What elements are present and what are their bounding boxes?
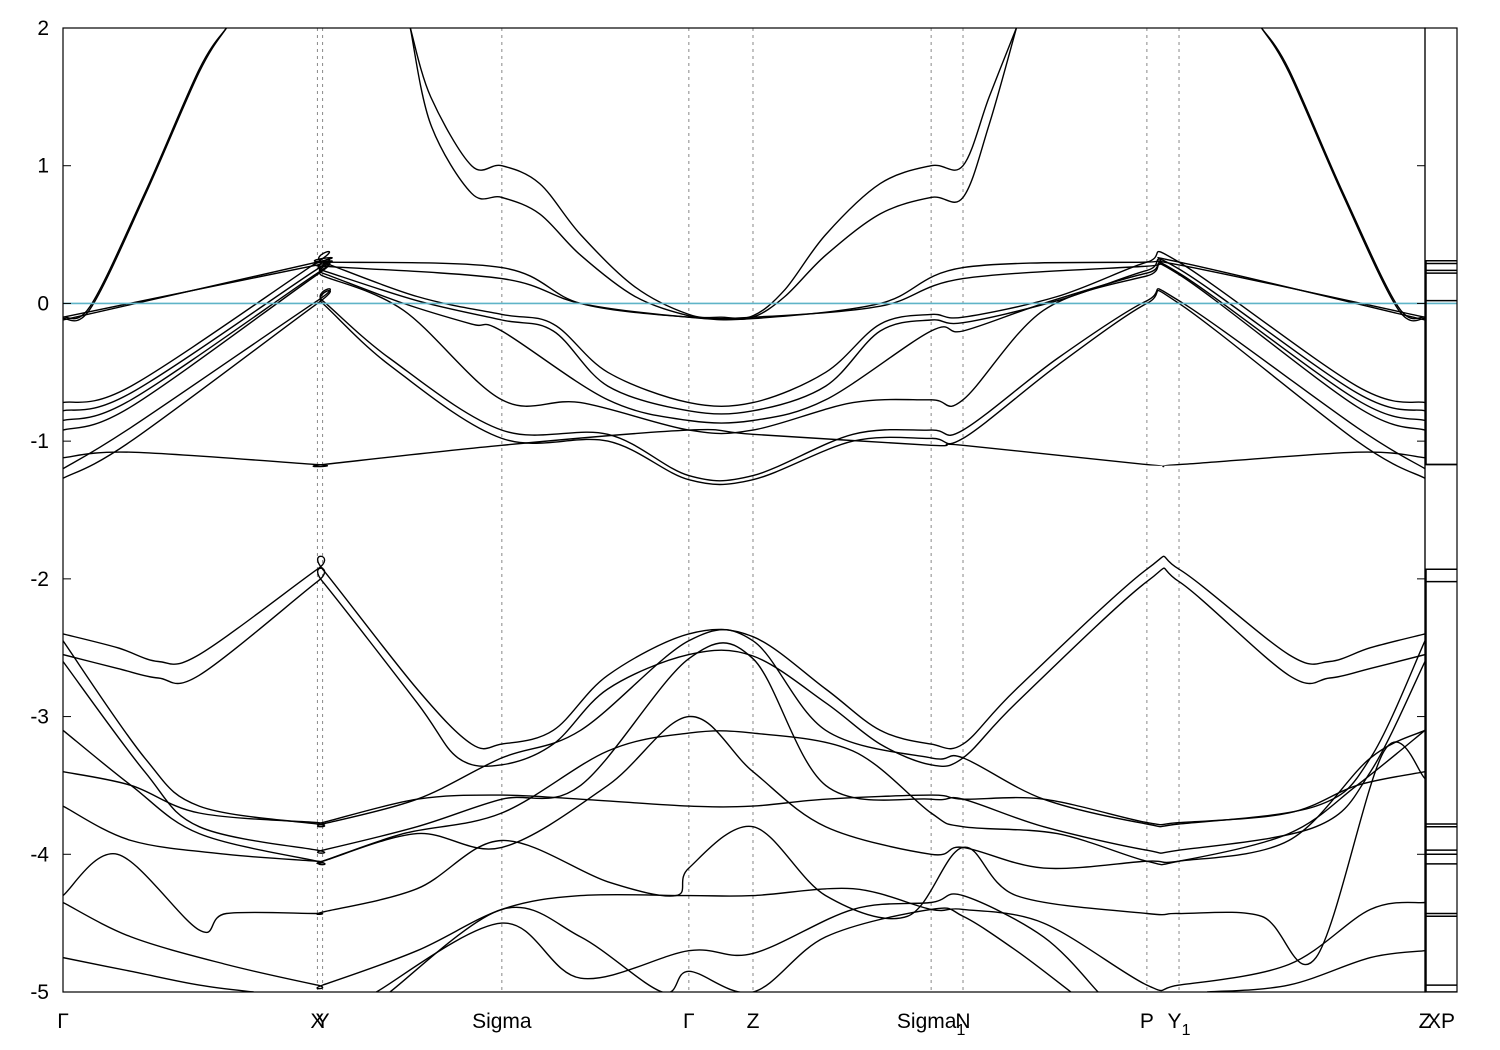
side-panel-label: XP: [1427, 1010, 1455, 1033]
side-panel-frame: [1424, 27, 1458, 993]
x-tick-label: Z: [747, 1010, 760, 1033]
x-tick-label: Γ: [57, 1010, 69, 1033]
x-tick-label: N: [955, 1010, 970, 1033]
y-tick-label: 1: [37, 155, 49, 178]
band-line-4: [1261, 28, 1425, 320]
band-line-2: [409, 28, 1018, 320]
band-line-20: [63, 771, 1425, 826]
band-line-5: [1261, 28, 1425, 322]
x-tick-label: Z: [1419, 1010, 1432, 1033]
plot-frame: [62, 27, 1426, 993]
x-tick-label: P: [1140, 1010, 1154, 1033]
band-line-26: [63, 956, 254, 992]
x-tick-subscript: 1: [1182, 1022, 1191, 1039]
side-dos-panel: [1425, 259, 1457, 992]
band-line-25: [389, 906, 1072, 992]
band-line-0: [63, 28, 227, 320]
x-tick-label: Γ: [683, 1010, 695, 1033]
band-line-11: [63, 263, 1425, 435]
band-line-24: [375, 893, 1099, 992]
y-tick-label: -3: [30, 706, 49, 729]
band-line-16: [63, 567, 1425, 768]
band-line-18: [63, 642, 1425, 854]
y-tick-label: 2: [37, 17, 49, 40]
band-line-8: [63, 250, 1425, 408]
band-line-22: [63, 741, 1425, 966]
y-tick-label: -4: [30, 843, 49, 866]
kpoint-gridlines: [316, 28, 1180, 992]
band-line-10: [63, 261, 1425, 424]
x-tick-label: Y1: [1168, 1010, 1191, 1039]
x-tick-subscript: 1: [956, 1022, 965, 1039]
band-line-13: [63, 289, 1425, 486]
y-axis-ticks: 2 1 0 -1 -2 -3 -4 -5: [30, 17, 1425, 1004]
y-tick-label: -1: [30, 430, 49, 453]
band-line-23: [63, 887, 1425, 992]
x-tick-label: X: [310, 1010, 324, 1033]
band-line-1: [63, 28, 227, 322]
band-line-21: [63, 715, 1425, 870]
band-line-12: [63, 288, 1425, 482]
x-tick-label: Y: [316, 1010, 330, 1033]
band-line-27: [1207, 950, 1425, 992]
band-line-9: [63, 258, 1425, 415]
x-tick-label: Sigma: [472, 1010, 532, 1033]
band-line-14: [63, 428, 1425, 468]
band-series-group: [63, 28, 1425, 992]
y-tick-label: -5: [30, 981, 49, 1004]
band-line-3: [409, 28, 1018, 321]
band-line-17: [63, 629, 1425, 828]
y-tick-label: -2: [30, 568, 49, 591]
y-tick-label: 0: [37, 292, 49, 315]
